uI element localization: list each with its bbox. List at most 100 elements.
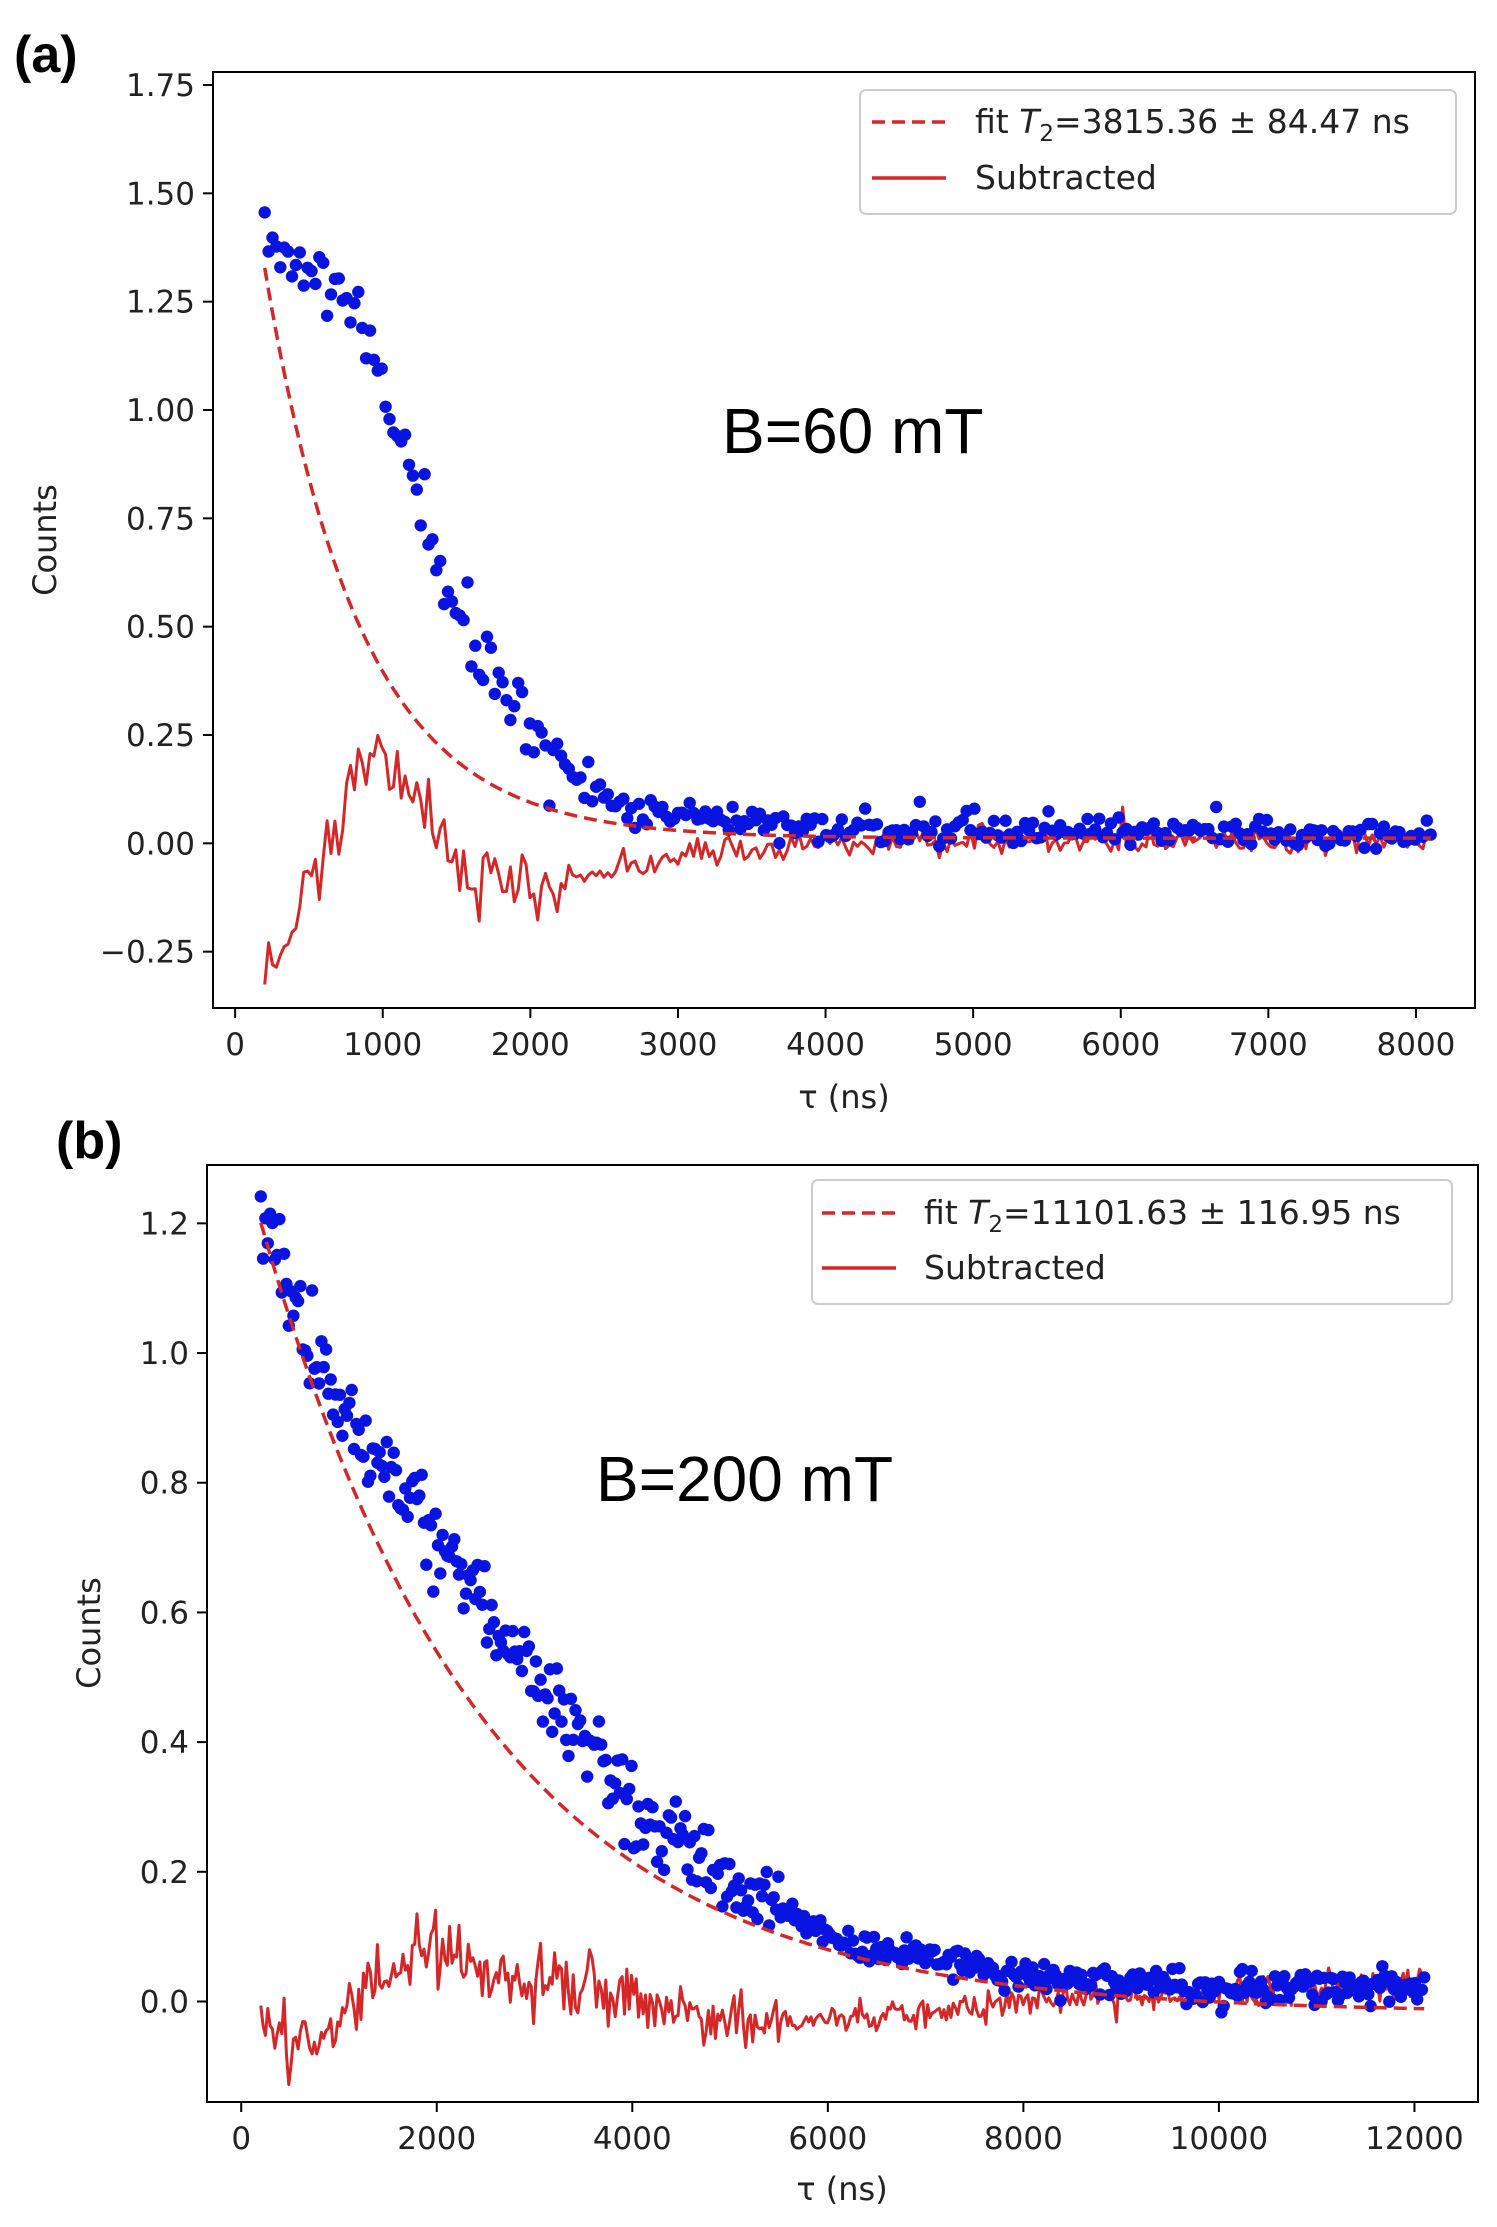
panel-a-data-point — [469, 639, 482, 652]
panel-b-xtick-label: 12000 — [1365, 2121, 1464, 2157]
panel-a-data-point — [297, 279, 310, 292]
panel-a-annotation: B=60 mT — [722, 395, 983, 467]
panel-a-data-point — [593, 778, 607, 791]
panel-b-data-point — [333, 1388, 347, 1402]
panel-b-legend-fit-value: =11101.63 ± 116.95 ns — [1003, 1193, 1401, 1232]
panel-b-data-point — [436, 1528, 449, 1542]
panel-a-xtick-label: 4000 — [786, 1027, 865, 1063]
panel-a-data-point — [293, 246, 306, 259]
panel-b-data-point — [646, 1801, 659, 1814]
panel-b-xlabel: τ (ns) — [796, 2170, 887, 2208]
panel-b-data-point — [609, 1777, 622, 1790]
panel-a-data-point — [632, 797, 646, 810]
panel-b-data-point — [1038, 1957, 1051, 1971]
panel-a-legend-box — [859, 89, 1457, 215]
panel-b-data-point — [734, 1884, 748, 1897]
panel-b-data-point — [695, 1847, 708, 1860]
panel-a-data-point — [726, 800, 739, 814]
panel-b-xtick-label: 4000 — [593, 2121, 672, 2157]
panel-b-data-point — [592, 1715, 606, 1728]
panel-b-data-point — [546, 1725, 559, 1739]
panel-a-data-point — [484, 641, 498, 654]
panel-a-data-point — [1358, 841, 1371, 855]
panel-b-data-point — [305, 1284, 319, 1297]
panel-b-legend-subtracted-label: Subtracted — [924, 1248, 1106, 1287]
panel-b-data-point — [382, 1490, 396, 1503]
panel-a-data-point — [1089, 823, 1102, 836]
panel-b-data-point — [515, 1664, 529, 1678]
panel-b-data-point — [452, 1568, 466, 1581]
panel-b-data-point — [716, 1900, 729, 1913]
panel-a-xtick-label: 1000 — [343, 1027, 422, 1063]
panel-b-data-point — [723, 1857, 736, 1871]
panel-b-data-points — [254, 1190, 1431, 2019]
panel-a-data-point — [1291, 839, 1305, 852]
panel-a-data-point — [465, 660, 478, 673]
panel-b-data-point — [1278, 1970, 1291, 1983]
panel-b-legend-fit-label: fit T2=11101.63 ± 116.95 ns — [924, 1193, 1401, 1238]
panel-b-data-point — [632, 1800, 645, 1813]
panel-b-data-point — [373, 1446, 386, 1459]
panel-a-data-point — [1393, 826, 1406, 839]
panel-b-data-point — [487, 1616, 501, 1629]
panel-a-data-point — [601, 788, 614, 801]
panel-a-data-point — [461, 576, 474, 589]
panel-b-data-point — [1005, 1955, 1018, 1969]
panel-b-legend: fit T2=11101.63 ± 116.95 ns Subtracted — [811, 1179, 1453, 1305]
panel-b-data-point — [751, 1912, 764, 1926]
panel-a-data-point — [305, 264, 318, 278]
panel-b-data-point — [1415, 1983, 1429, 1997]
panel-a-data-point — [1147, 817, 1161, 830]
panel-a-ytick-label: −0.25 — [100, 935, 195, 971]
panel-b-data-point — [998, 1984, 1011, 1997]
panel-b-data-point — [618, 1837, 631, 1851]
panel-b-data-point — [319, 1343, 333, 1356]
panel-a-data-point — [476, 673, 490, 687]
panel-a-data-point — [1026, 816, 1040, 829]
panel-b-plot-area — [254, 1190, 1431, 2087]
panel-a-data-point — [1366, 817, 1379, 831]
panel-b-data-point — [480, 1636, 494, 1649]
panel-b-data-point — [550, 1662, 564, 1675]
panel-b-data-point — [650, 1855, 664, 1868]
panel-b-data-point — [867, 1930, 881, 1944]
panel-a-data-point — [375, 362, 388, 375]
panel-b-data-point — [380, 1435, 393, 1449]
panel-a-data-point — [586, 795, 599, 808]
panel-b-label: (b) — [56, 1112, 122, 1170]
panel-b-legend-fit-subscript: 2 — [988, 1212, 1003, 1238]
panel-b-data-point — [1383, 1995, 1396, 2008]
panel-b-data-point — [359, 1414, 372, 1427]
panel-b-xtick-label: 8000 — [984, 2121, 1063, 2157]
panel-b-axes-frame — [206, 1164, 1479, 2103]
panel-a-data-point — [492, 666, 505, 679]
panel-a-xtick-label: 8000 — [1377, 1027, 1456, 1063]
panel-a-data-point — [656, 800, 669, 814]
panel-a-data-point — [1284, 823, 1297, 836]
panel-b-data-point — [1362, 1988, 1375, 2001]
panel-b-ytick-label: 0.2 — [140, 1855, 189, 1891]
panel-a-subtracted-line — [263, 733, 1433, 985]
panel-b-data-point — [772, 1870, 785, 1883]
panel-a-data-point — [344, 316, 357, 329]
panel-b-data-point — [1376, 1960, 1389, 1973]
panel-b-xtick-label: 2000 — [397, 2121, 476, 2157]
panel-b-data-point — [1418, 1971, 1431, 1984]
panel-b-xtick-label: 0 — [231, 2121, 251, 2157]
panel-a-data-point — [441, 585, 455, 598]
panel-a-data-point — [383, 412, 396, 426]
panel-b-data-point — [842, 1924, 855, 1938]
panel-b-data-point — [256, 1252, 270, 1265]
panel-b-data-point — [401, 1510, 414, 1524]
panel-b-data-point — [352, 1423, 365, 1437]
panel-b-data-point — [1054, 1994, 1067, 2007]
panel-a-data-point — [309, 277, 322, 291]
panel-a-data-point — [398, 428, 412, 441]
panel-b-data-point — [1245, 1964, 1258, 1978]
panel-b-data-point — [702, 1823, 715, 1837]
panel-b-data-point — [378, 1470, 391, 1484]
panel-a-data-point — [418, 468, 431, 481]
panel-b-data-point — [814, 1914, 827, 1927]
panel-b-data-point — [678, 1809, 692, 1823]
panel-b-data-point — [567, 1733, 580, 1747]
